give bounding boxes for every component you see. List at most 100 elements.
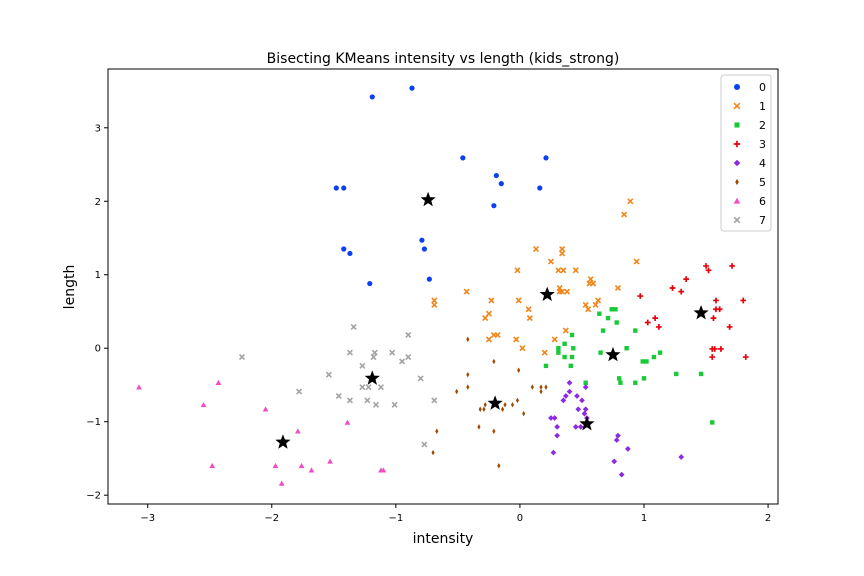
data-point-cluster-3 <box>703 263 709 269</box>
data-point-cluster-3 <box>718 346 724 352</box>
data-point-cluster-1 <box>587 276 594 283</box>
data-point-cluster-2 <box>605 315 611 321</box>
data-point-cluster-6 <box>380 467 387 473</box>
data-point-cluster-1 <box>595 297 602 304</box>
x-tick-label: −3 <box>140 513 155 524</box>
data-point-cluster-0 <box>460 155 466 161</box>
data-point-cluster-5 <box>455 388 459 395</box>
data-point-cluster-4 <box>560 397 567 404</box>
data-point-cluster-2 <box>633 328 638 333</box>
data-point-cluster-0 <box>347 250 353 257</box>
data-point-cluster-5 <box>478 406 482 412</box>
data-point-cluster-5 <box>522 410 526 417</box>
data-point-cluster-0 <box>333 185 339 191</box>
data-point-cluster-2 <box>583 380 588 385</box>
data-point-cluster-2 <box>562 354 567 360</box>
data-point-cluster-1 <box>519 345 526 352</box>
data-point-cluster-1 <box>590 280 597 287</box>
data-point-cluster-1 <box>555 267 562 274</box>
data-point-cluster-1 <box>488 297 495 304</box>
data-point-cluster-0 <box>367 280 373 287</box>
data-point-cluster-1 <box>431 301 438 308</box>
data-point-cluster-6 <box>215 379 222 386</box>
data-point-cluster-5 <box>497 463 501 469</box>
data-point-cluster-1 <box>562 327 569 334</box>
data-point-cluster-7 <box>365 384 372 391</box>
legend-frame <box>720 74 772 232</box>
data-point-cluster-1 <box>463 288 470 295</box>
legend-marker-6 <box>733 197 741 204</box>
data-point-cluster-0 <box>341 185 347 191</box>
data-point-cluster-1 <box>525 306 532 313</box>
data-point-cluster-6 <box>308 467 315 473</box>
data-point-cluster-2 <box>568 363 574 369</box>
chart-title: Bisecting KMeans intensity vs length (ki… <box>267 51 620 67</box>
legend-label-5: 5 <box>759 176 766 189</box>
axes-frame <box>107 68 779 505</box>
data-point-cluster-1 <box>551 336 558 343</box>
data-point-cluster-7 <box>431 397 438 404</box>
data-point-cluster-4 <box>550 449 557 456</box>
data-point-cluster-3 <box>637 293 644 299</box>
data-point-cluster-7 <box>325 371 332 378</box>
data-point-cluster-3 <box>713 297 719 304</box>
data-point-cluster-2 <box>556 346 561 351</box>
data-point-cluster-1 <box>621 211 628 218</box>
data-point-cluster-2 <box>657 350 663 355</box>
data-point-cluster-1 <box>614 284 621 292</box>
data-point-cluster-3 <box>644 319 651 326</box>
data-point-cluster-1 <box>592 301 599 308</box>
data-point-cluster-3 <box>705 267 712 274</box>
data-point-cluster-5 <box>466 371 470 378</box>
data-point-cluster-4 <box>579 397 585 404</box>
data-point-cluster-0 <box>493 172 499 179</box>
data-point-cluster-6 <box>344 419 351 425</box>
data-point-cluster-5 <box>539 388 543 395</box>
centroid-marker <box>579 415 595 431</box>
data-point-cluster-7 <box>346 397 353 404</box>
data-point-cluster-7 <box>370 354 377 361</box>
legend-marker-0 <box>734 84 740 90</box>
data-point-cluster-4 <box>582 384 589 391</box>
data-point-cluster-4 <box>611 458 618 465</box>
data-point-cluster-4 <box>615 432 621 439</box>
data-point-cluster-3 <box>716 306 723 313</box>
data-point-cluster-7 <box>389 349 396 356</box>
data-point-cluster-3 <box>726 324 733 330</box>
data-point-cluster-2 <box>600 328 606 333</box>
data-point-cluster-7 <box>377 384 384 391</box>
data-point-cluster-1 <box>513 336 520 343</box>
legend-label-3: 3 <box>759 138 766 151</box>
data-point-cluster-3 <box>652 315 659 321</box>
data-point-cluster-0 <box>426 276 432 282</box>
data-point-cluster-3 <box>740 297 747 304</box>
y-tick-label: −1 <box>86 417 101 428</box>
data-point-cluster-7 <box>346 349 353 356</box>
plot-area <box>107 68 779 505</box>
data-point-cluster-1 <box>515 297 522 304</box>
data-point-cluster-2 <box>569 354 575 360</box>
data-point-cluster-4 <box>551 415 558 421</box>
data-point-cluster-2 <box>624 346 629 351</box>
data-point-cluster-1 <box>514 267 521 274</box>
data-point-cluster-5 <box>466 384 470 390</box>
data-point-cluster-4 <box>618 471 625 478</box>
data-point-cluster-7 <box>350 323 357 330</box>
centroid-marker <box>693 304 709 320</box>
centroid-marker <box>539 286 555 302</box>
data-point-cluster-4 <box>566 388 573 395</box>
legend-marker-7 <box>733 216 741 224</box>
data-point-cluster-3 <box>656 324 662 330</box>
data-point-cluster-0 <box>369 94 375 100</box>
data-point-cluster-6 <box>136 384 142 390</box>
data-point-cluster-2 <box>614 320 619 325</box>
data-point-cluster-1 <box>585 306 592 313</box>
legend-marker-2 <box>734 122 740 128</box>
y-tick-label: −2 <box>86 491 101 502</box>
data-point-cluster-7 <box>405 331 412 339</box>
data-point-cluster-4 <box>625 446 631 452</box>
centroid-marker <box>275 434 291 449</box>
data-point-cluster-5 <box>539 384 543 390</box>
legend-label-1: 1 <box>759 100 766 113</box>
data-point-cluster-7 <box>417 375 424 382</box>
